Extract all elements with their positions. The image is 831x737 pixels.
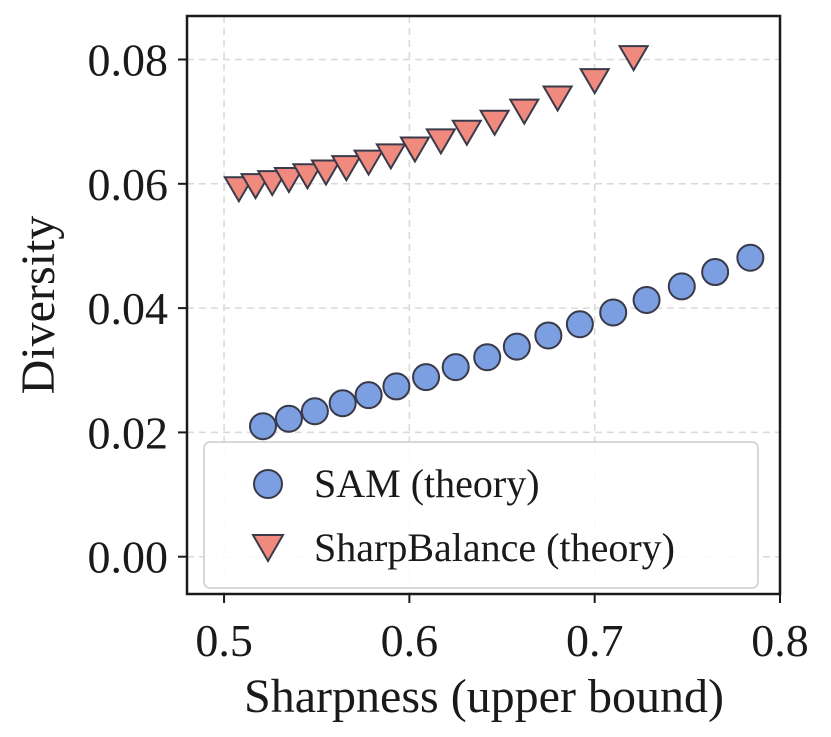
- y-axis-label: Diversity: [12, 216, 65, 395]
- plot-frame: [185, 14, 782, 596]
- sharpbalance-point: [330, 155, 363, 183]
- legend-box: [203, 441, 759, 589]
- sam-point: [473, 343, 502, 372]
- sharpbalance-point: [273, 166, 305, 194]
- sam-point: [502, 332, 531, 361]
- x-tick-label: 0.7: [566, 615, 624, 666]
- sam-point: [274, 404, 303, 433]
- y-tick-label: 0.00: [88, 532, 169, 583]
- sharpbalance-point: [310, 159, 342, 187]
- sam-point: [736, 243, 765, 272]
- legend-marker-sam: [253, 469, 283, 499]
- sharpbalance-point: [291, 163, 324, 191]
- sam-point: [632, 286, 661, 315]
- sharpbalance-point: [478, 109, 511, 137]
- y-tick-label: 0.04: [88, 283, 169, 334]
- legend-label-sam: SAM (theory): [314, 461, 540, 506]
- x-tick-label: 0.5: [195, 615, 253, 666]
- sharpbalance-point: [617, 45, 650, 73]
- sharpbalance-point: [375, 143, 407, 171]
- sharpbalance-point: [399, 136, 431, 164]
- sam-point: [701, 258, 730, 287]
- legend: SAM (theory) SharpBalance (theory): [203, 441, 759, 589]
- sam-point: [412, 363, 441, 392]
- sam-point: [534, 321, 563, 350]
- data-marks: [223, 45, 765, 441]
- sam-point: [354, 381, 383, 410]
- sam-point: [599, 298, 628, 327]
- sam-point: [382, 372, 411, 401]
- sharpbalance-point: [541, 85, 574, 113]
- x-tick-label: 0.6: [381, 615, 439, 666]
- sam-point: [328, 389, 357, 418]
- y-tick-label: 0.06: [88, 159, 169, 210]
- x-axis-label: Sharpness (upper bound): [244, 670, 724, 723]
- sam-point: [565, 310, 594, 339]
- sam-point: [300, 397, 329, 426]
- sharpbalance-point: [578, 68, 611, 96]
- legend-label-sharpbalance: SharpBalance (theory): [314, 525, 675, 570]
- legend-marker-sharpbalance: [251, 534, 285, 564]
- sharpbalance-point: [425, 128, 457, 156]
- x-tick-label: 0.8: [751, 615, 809, 666]
- sharpbalance-point: [451, 119, 483, 147]
- y-tick-label: 0.08: [88, 35, 169, 86]
- sharpbalance-point: [352, 149, 385, 177]
- y-tick-label: 0.02: [88, 407, 169, 458]
- axis-ticks: 0.5 0.6 0.7 0.8 0.00 0.02 0.04 0.06 0.08: [88, 35, 809, 666]
- sam-point: [667, 272, 696, 301]
- sam-point: [441, 353, 470, 382]
- sharpbalance-point: [508, 98, 541, 126]
- sam-point: [248, 412, 277, 441]
